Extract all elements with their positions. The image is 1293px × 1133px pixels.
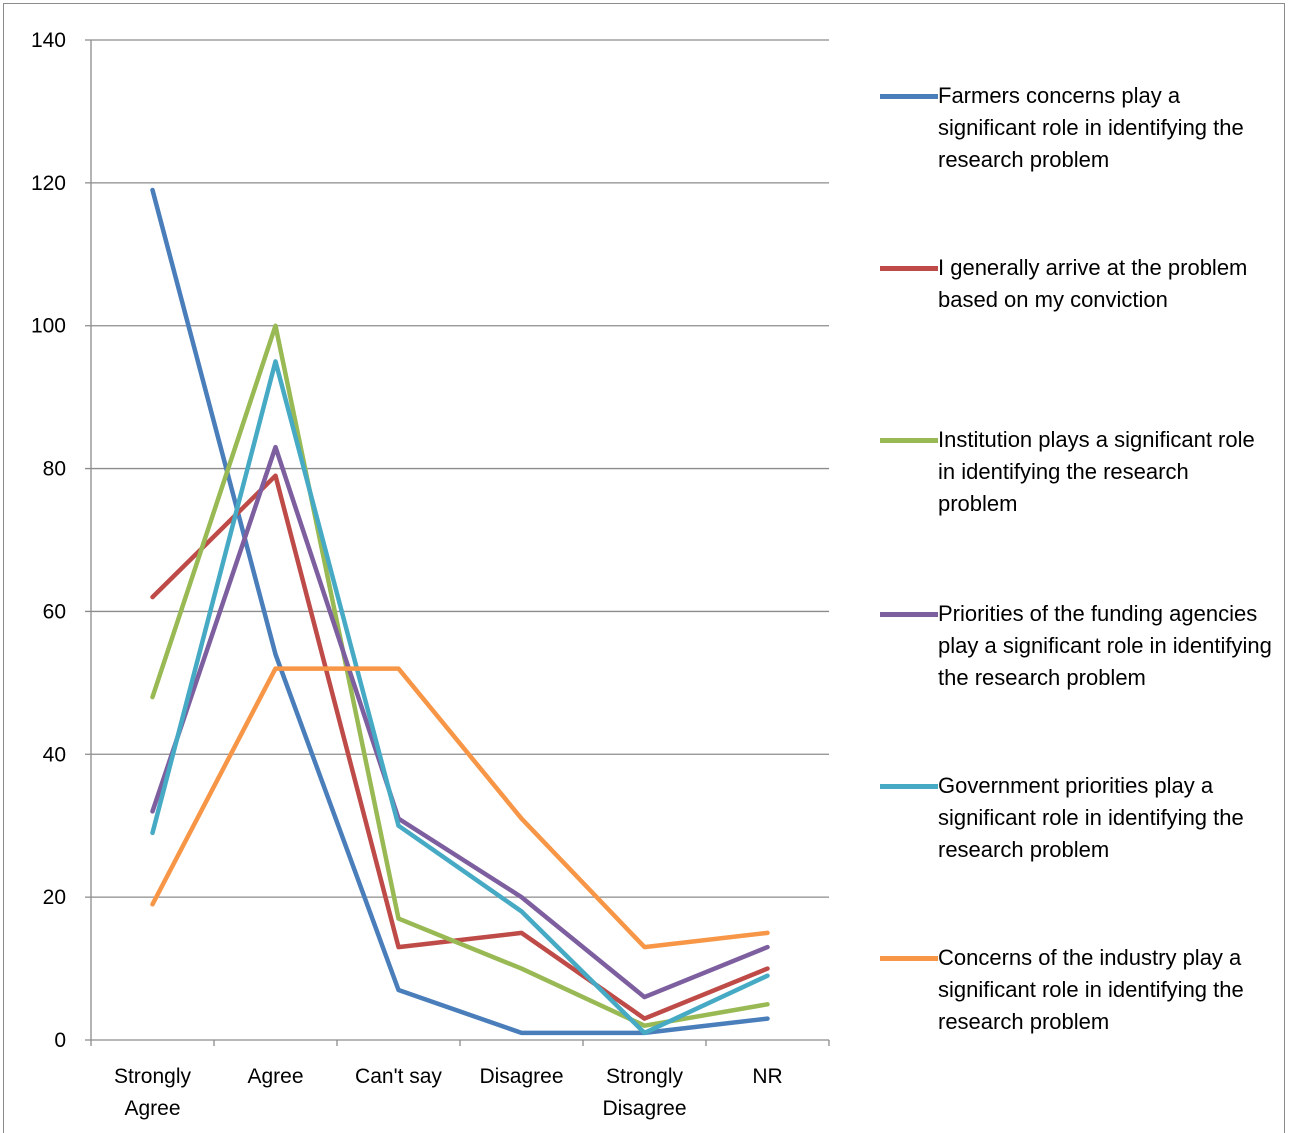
- legend-swatch: [880, 438, 938, 443]
- series-line: [150, 359, 770, 1036]
- series-line: [150, 666, 770, 950]
- x-tick-label: Strongly Disagree: [602, 1065, 686, 1120]
- legend-label: I generally arrive at the problem based …: [938, 255, 1248, 312]
- series-line: [150, 323, 770, 1028]
- x-tick-label: Disagree: [479, 1065, 563, 1088]
- series-line: [150, 187, 770, 1036]
- legend-swatch: [880, 612, 938, 617]
- series-line: [150, 473, 770, 1021]
- y-tick-label: 80: [43, 458, 66, 481]
- x-tick-label: Strongly Agree: [114, 1065, 192, 1120]
- y-tick-label: 140: [31, 29, 66, 52]
- y-tick-label: 100: [31, 315, 66, 338]
- y-tick-label: 40: [43, 743, 66, 766]
- legend-label: Concerns of the industry play a signific…: [938, 945, 1244, 1034]
- y-tick-label: 120: [31, 172, 66, 195]
- legend-swatch: [880, 266, 938, 271]
- legend-label: Farmers concerns play a significant role…: [938, 83, 1244, 172]
- y-tick-label: 0: [54, 1029, 66, 1052]
- y-tick-label: 60: [43, 600, 66, 623]
- legend-label: Priorities of the funding agencies play …: [938, 601, 1272, 690]
- legend-swatch: [880, 956, 938, 961]
- legend-swatch: [880, 784, 938, 789]
- x-tick-label: NR: [752, 1065, 782, 1088]
- legend-label: Government priorities play a significant…: [938, 773, 1244, 862]
- x-tick-label: Can't say: [355, 1065, 442, 1088]
- series-line: [150, 444, 770, 1000]
- x-tick-label: Agree: [247, 1065, 303, 1088]
- legend-swatch: [880, 94, 938, 99]
- y-tick-label: 20: [43, 886, 66, 909]
- legend-label: Institution plays a significant role in …: [938, 427, 1255, 516]
